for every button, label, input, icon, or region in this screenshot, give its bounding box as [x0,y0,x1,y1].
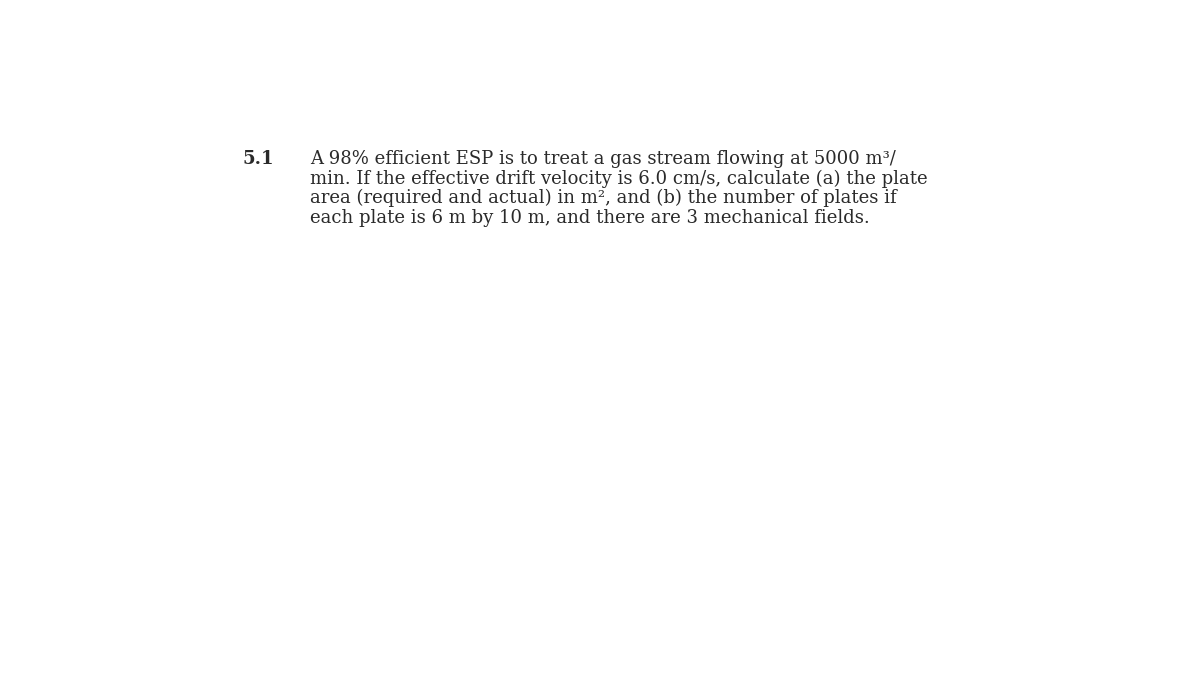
Text: min. If the effective drift velocity is 6.0 cm/s, calculate (a) the plate: min. If the effective drift velocity is … [310,169,928,188]
Text: 5.1: 5.1 [242,150,274,167]
Text: A 98% efficient ESP is to treat a gas stream flowing at 5000 m³/: A 98% efficient ESP is to treat a gas st… [310,150,896,167]
Text: each plate is 6 m by 10 m, and there are 3 mechanical fields.: each plate is 6 m by 10 m, and there are… [310,209,870,227]
Text: area (required and actual) in m², and (b) the number of plates if: area (required and actual) in m², and (b… [310,189,896,207]
